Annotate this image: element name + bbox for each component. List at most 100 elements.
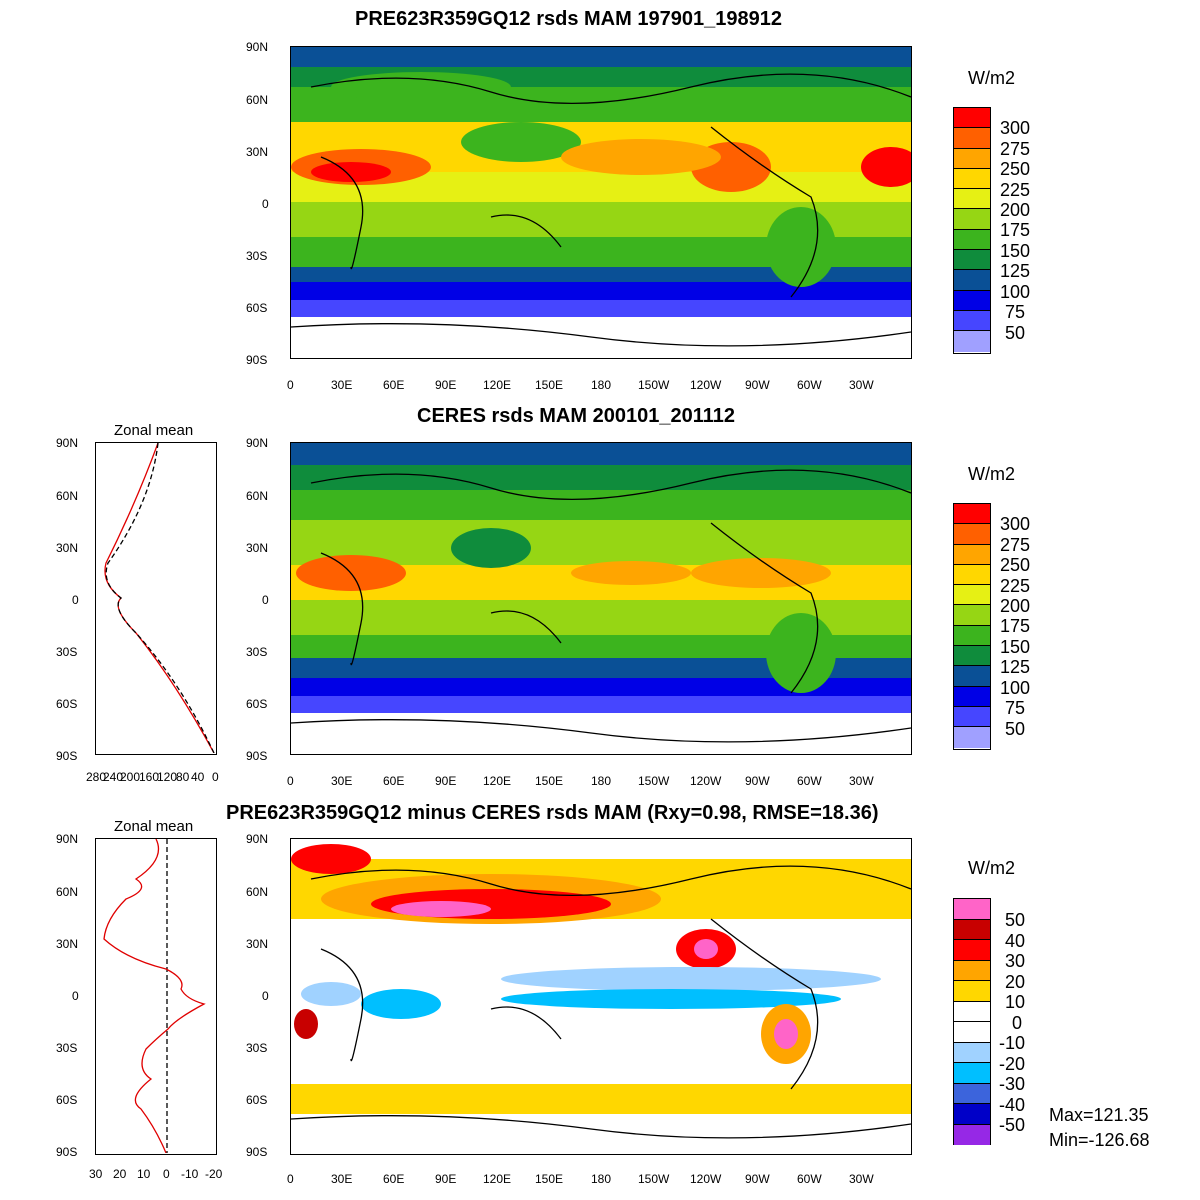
- panel-2-title: CERES rsds MAM 200101_201112: [417, 405, 735, 427]
- color-swatch: [954, 108, 990, 129]
- zm-x-tick: -20: [205, 1167, 223, 1181]
- panel-3-title: PRE623R359GQ12 minus CERES rsds MAM (Rxy…: [226, 802, 879, 824]
- legend-label: 225: [1000, 576, 1031, 596]
- lon-tick: 120E: [483, 378, 512, 392]
- lat-tick: 0: [262, 989, 269, 1003]
- lon-tick: 180: [591, 774, 612, 788]
- lon-tick: 150E: [535, 378, 564, 392]
- color-swatch: [954, 585, 990, 606]
- lon-tick: 150W: [638, 774, 670, 788]
- legend-label: 75: [1005, 698, 1026, 718]
- panel-2-map-image: [291, 443, 911, 754]
- color-swatch: [954, 646, 990, 667]
- color-swatch: [954, 706, 990, 728]
- color-swatch: [954, 960, 990, 981]
- legend-label: 275: [1000, 535, 1031, 555]
- zm-x-tick: 160: [139, 770, 160, 784]
- legend-label: 250: [1000, 555, 1031, 575]
- panel-2-map: [290, 442, 912, 755]
- legend-label: 10: [1005, 992, 1026, 1012]
- color-swatch: [954, 940, 990, 961]
- zm-x-tick: 120: [157, 770, 178, 784]
- legend-label: 250: [1000, 159, 1031, 179]
- stat-min: Min=-126.68: [1049, 1130, 1150, 1150]
- zm-x-tick: 10: [137, 1167, 151, 1181]
- lon-tick: 120E: [483, 774, 512, 788]
- lon-tick: 90E: [435, 378, 457, 392]
- color-swatch: [954, 564, 990, 586]
- zm-lat-tick: 30S: [56, 1041, 78, 1055]
- color-swatch: [954, 229, 990, 251]
- color-swatch: [954, 727, 990, 748]
- color-swatch: [954, 1042, 990, 1063]
- zm-lat-tick: 30S: [56, 645, 78, 659]
- lon-tick: 30E: [331, 774, 353, 788]
- zm-x-tick: 280: [86, 770, 107, 784]
- color-swatch: [954, 1124, 990, 1145]
- lat-tick: 0: [262, 197, 269, 211]
- legend-label: 125: [1000, 657, 1031, 677]
- zm-x-tick: 20: [113, 1167, 127, 1181]
- legend-label: 175: [1000, 220, 1031, 240]
- lon-tick: 0: [287, 1172, 294, 1186]
- lon-tick: 60W: [797, 378, 822, 392]
- zonal-mean-lines: [104, 443, 215, 753]
- legend-label: 30: [1005, 951, 1026, 971]
- lat-tick: 60N: [246, 489, 269, 503]
- abs-colorbar: [953, 503, 991, 750]
- color-swatch: [954, 250, 990, 271]
- zonal-mean-diff-plot: [95, 838, 217, 1155]
- units-label: W/m2: [968, 858, 1015, 878]
- legend-label: 75: [1005, 302, 1026, 322]
- zm-lat-tick: 90S: [56, 1145, 78, 1159]
- color-swatch: [954, 209, 990, 230]
- legend-label: 50: [1005, 719, 1026, 739]
- color-swatch: [954, 1022, 990, 1043]
- lat-tick: 90S: [246, 749, 268, 763]
- zm-x-tick: 200: [120, 770, 141, 784]
- color-swatch: [954, 290, 990, 311]
- lon-tick: 120E: [483, 1172, 512, 1186]
- color-swatch: [954, 310, 990, 332]
- legend-label: 300: [1000, 118, 1031, 138]
- lon-tick: 30E: [331, 1172, 353, 1186]
- lat-tick: 30N: [246, 937, 269, 951]
- legend-label: 200: [1000, 596, 1031, 616]
- lon-tick: 30E: [331, 378, 353, 392]
- zm-lat-tick: 90N: [56, 832, 79, 846]
- lon-tick: 90W: [745, 1172, 770, 1186]
- lon-tick: 90E: [435, 774, 457, 788]
- panel-3-map: [290, 838, 912, 1155]
- lat-tick: 60N: [246, 885, 269, 899]
- color-swatch: [954, 270, 990, 291]
- units-label: W/m2: [968, 464, 1015, 484]
- color-swatch: [954, 1063, 990, 1084]
- zonal-mean-title: Zonal mean: [114, 818, 194, 835]
- lon-tick: 30W: [849, 378, 874, 392]
- zonal-mean-plot: [95, 442, 217, 755]
- lon-tick: 30W: [849, 1172, 874, 1186]
- zm-lat-tick: 30N: [56, 937, 79, 951]
- diff-colorbar: [953, 898, 991, 1145]
- zm-lat-tick: 0: [72, 989, 79, 1003]
- zm-x-tick: -10: [181, 1167, 199, 1181]
- lat-tick: 30N: [246, 145, 269, 159]
- lat-tick: 60S: [246, 301, 268, 315]
- lon-tick: 120W: [690, 378, 722, 392]
- color-swatch: [954, 331, 990, 352]
- color-swatch: [954, 625, 990, 647]
- lat-tick: 90N: [246, 832, 269, 846]
- legend-label: 275: [1000, 139, 1031, 159]
- color-swatch: [954, 544, 990, 565]
- lat-tick: 90S: [246, 1145, 268, 1159]
- lon-tick: 150E: [535, 1172, 564, 1186]
- legend-label: 175: [1000, 616, 1031, 636]
- zm-lat-tick: 60N: [56, 489, 79, 503]
- color-swatch: [954, 1083, 990, 1104]
- lat-tick: 90N: [246, 40, 269, 54]
- legend-label: -50: [999, 1115, 1026, 1135]
- legend-label: 150: [1000, 241, 1031, 261]
- color-swatch: [954, 504, 990, 525]
- legend-label: 40: [1005, 931, 1026, 951]
- lon-tick: 90W: [745, 378, 770, 392]
